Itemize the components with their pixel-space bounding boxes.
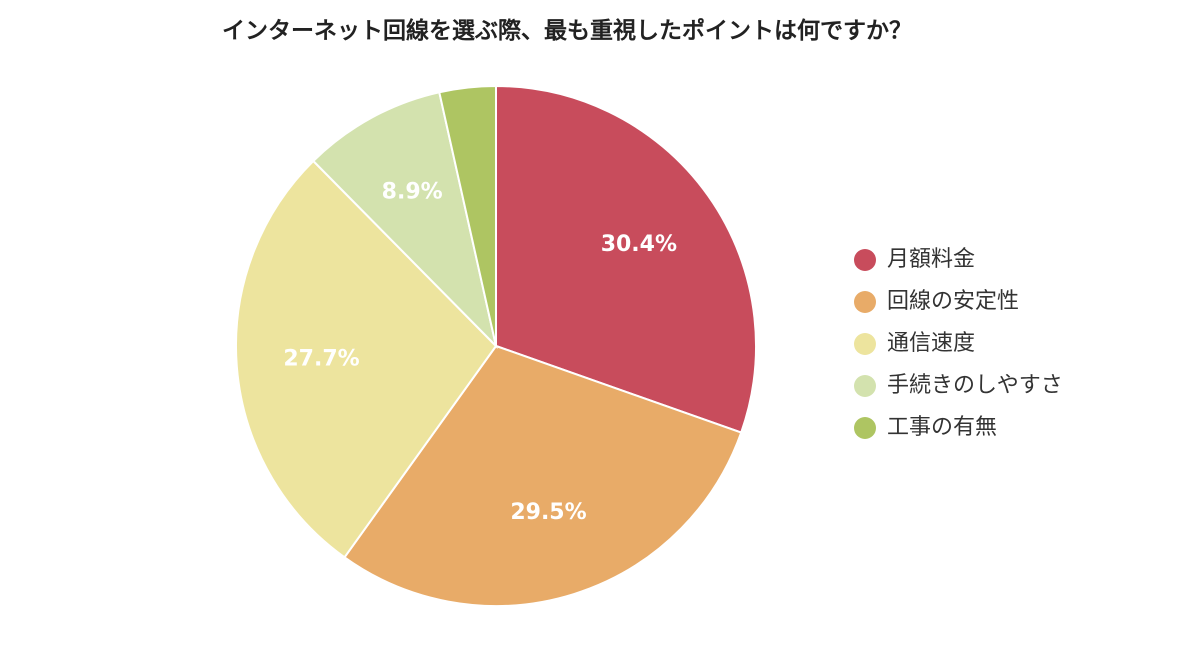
legend-label-3: 通信速度 xyxy=(887,331,975,356)
legend-swatch-4 xyxy=(854,375,876,397)
slice-label-2: 29.5% xyxy=(510,500,586,525)
pie-slice-3 xyxy=(235,159,498,559)
legend-swatch-3 xyxy=(854,333,876,355)
legend-item-1: 月額料金 xyxy=(854,247,975,272)
pie-slice-4 xyxy=(311,91,498,350)
legend-swatch-2 xyxy=(854,291,876,313)
legend-label-4: 手続きのしやすさ xyxy=(887,373,1063,398)
pie-slice-labels: 30.4% 29.5% 27.7% 8.9% xyxy=(283,179,677,525)
pie-slice-1 xyxy=(495,84,757,434)
legend-label-5: 工事の有無 xyxy=(887,415,997,440)
legend-item-2: 回線の安定性 xyxy=(854,289,1019,314)
legend-swatch-1 xyxy=(854,249,876,271)
legend-swatch-5 xyxy=(854,417,876,439)
slice-label-1: 30.4% xyxy=(601,232,677,257)
legend-label-1: 月額料金 xyxy=(887,247,975,272)
pie-slices xyxy=(235,84,757,607)
chart-title: インターネット回線を選ぶ際、最も重視したポイントは何ですか？ xyxy=(222,17,912,44)
pie-slice-2 xyxy=(343,344,743,607)
slice-label-4: 8.9% xyxy=(382,179,443,204)
slice-label-3: 27.7% xyxy=(283,347,359,372)
legend-label-2: 回線の安定性 xyxy=(887,289,1019,314)
legend-item-3: 通信速度 xyxy=(854,331,975,356)
legend-item-4: 手続きのしやすさ xyxy=(854,373,1063,398)
legend-item-5: 工事の有無 xyxy=(854,415,997,440)
pie-slice-5 xyxy=(438,84,497,347)
